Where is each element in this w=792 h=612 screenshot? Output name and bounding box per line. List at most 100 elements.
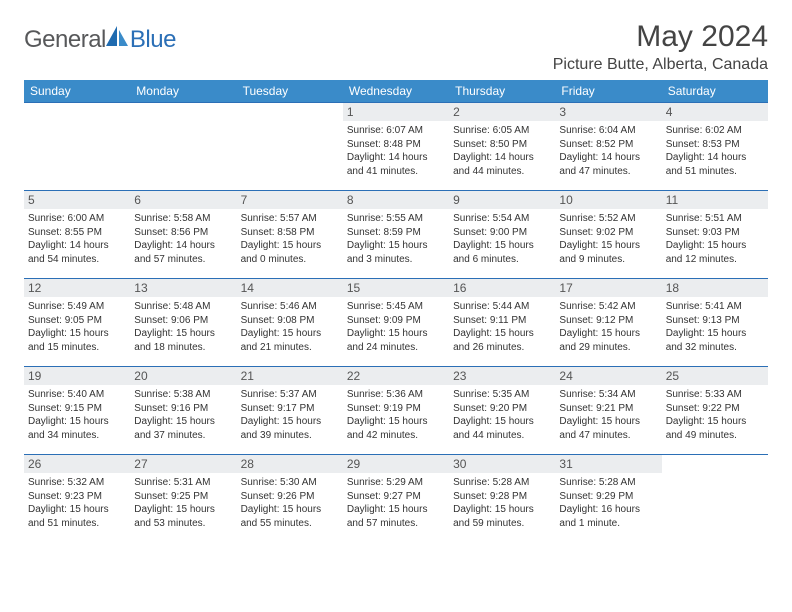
calendar-cell: 5Sunrise: 6:00 AMSunset: 8:55 PMDaylight… xyxy=(24,191,130,279)
calendar-table: SundayMondayTuesdayWednesdayThursdayFrid… xyxy=(24,80,768,543)
day-sunset: Sunset: 9:05 PM xyxy=(28,314,126,328)
day-number: 4 xyxy=(662,103,768,121)
day-number: 29 xyxy=(343,455,449,473)
day-sunset: Sunset: 9:16 PM xyxy=(134,402,232,416)
calendar-cell: 21Sunrise: 5:37 AMSunset: 9:17 PMDayligh… xyxy=(237,367,343,455)
day-daylight: Daylight: 15 hours and 3 minutes. xyxy=(347,239,445,266)
day-number: 6 xyxy=(130,191,236,209)
day-sunset: Sunset: 9:15 PM xyxy=(28,402,126,416)
day-sunrise: Sunrise: 5:32 AM xyxy=(28,476,126,490)
calendar-cell: 13Sunrise: 5:48 AMSunset: 9:06 PMDayligh… xyxy=(130,279,236,367)
day-info: Sunrise: 5:31 AMSunset: 9:25 PMDaylight:… xyxy=(134,476,232,530)
calendar-cell: 1 Sunrise: 6:07 AMSunset: 8:48 PMDaylight… xyxy=(343,103,449,191)
calendar-cell: 4Sunrise: 6:02 AMSunset: 8:53 PMDaylight… xyxy=(662,103,768,191)
brand-text-general: General xyxy=(24,26,106,54)
day-daylight: Daylight: 14 hours and 47 minutes. xyxy=(559,151,657,178)
day-number: 3 xyxy=(555,103,661,121)
day-sunset: Sunset: 8:50 PM xyxy=(453,138,551,152)
day-sunset: Sunset: 9:06 PM xyxy=(134,314,232,328)
calendar-week-row: 12Sunrise: 5:49 AMSunset: 9:05 PMDayligh… xyxy=(24,279,768,367)
day-info: Sunrise: 5:28 AMSunset: 9:28 PMDaylight:… xyxy=(453,476,551,530)
day-number: 17 xyxy=(555,279,661,297)
calendar-cell: 14 Sunrise: 5:46 AMSunset: 9:08 PMDayligh… xyxy=(237,279,343,367)
day-sunset: Sunset: 9:29 PM xyxy=(559,490,657,504)
day-info: Sunrise: 5:54 AMSunset: 9:00 PMDaylight:… xyxy=(453,212,551,266)
day-sunset: Sunset: 9:02 PM xyxy=(559,226,657,240)
day-daylight: Daylight: 15 hours and 18 minutes. xyxy=(134,327,232,354)
day-daylight: Daylight: 15 hours and 57 minutes. xyxy=(347,503,445,530)
day-sunrise: Sunrise: 5:55 AM xyxy=(347,212,445,226)
day-sunrise: Sunrise: 5:54 AM xyxy=(453,212,551,226)
day-info: Sunrise: 5:44 AMSunset: 9:11 PMDaylight:… xyxy=(453,300,551,354)
month-title: May 2024 xyxy=(553,20,768,54)
calendar-cell: 30Sunrise: 5:28 AMSunset: 9:28 PMDayligh… xyxy=(449,455,555,543)
sail-icon xyxy=(106,26,128,46)
day-sunset: Sunset: 9:09 PM xyxy=(347,314,445,328)
calendar-cell: 27Sunrise: 5:31 AMSunset: 9:25 PMDayligh… xyxy=(130,455,236,543)
day-sunrise: Sunrise: 5:33 AM xyxy=(666,388,764,402)
day-daylight: Daylight: 14 hours and 54 minutes. xyxy=(28,239,126,266)
day-daylight: Daylight: 15 hours and 29 minutes. xyxy=(559,327,657,354)
calendar-cell: 17Sunrise: 5:42 AMSunset: 9:12 PMDayligh… xyxy=(555,279,661,367)
day-daylight: Daylight: 15 hours and 0 minutes. xyxy=(241,239,339,266)
day-sunrise: Sunrise: 5:28 AM xyxy=(559,476,657,490)
location-text: Picture Butte, Alberta, Canada xyxy=(553,56,768,74)
day-info: Sunrise: 5:52 AMSunset: 9:02 PMDaylight:… xyxy=(559,212,657,266)
weekday-header: Monday xyxy=(130,80,236,103)
day-number: 26 xyxy=(24,455,130,473)
calendar-cell: 10 Sunrise: 5:52 AMSunset: 9:02 PMDayligh… xyxy=(555,191,661,279)
day-daylight: Daylight: 15 hours and 9 minutes. xyxy=(559,239,657,266)
calendar-cell: 19Sunrise: 5:40 AMSunset: 9:15 PMDayligh… xyxy=(24,367,130,455)
day-sunrise: Sunrise: 5:49 AM xyxy=(28,300,126,314)
day-sunset: Sunset: 9:19 PM xyxy=(347,402,445,416)
day-sunrise: Sunrise: 5:46 AM xyxy=(241,300,339,314)
day-number: 1 xyxy=(343,103,449,121)
day-sunset: Sunset: 8:55 PM xyxy=(28,226,126,240)
calendar-cell-empty xyxy=(130,103,236,191)
day-sunset: Sunset: 9:28 PM xyxy=(453,490,551,504)
day-sunset: Sunset: 9:22 PM xyxy=(666,402,764,416)
day-info: Sunrise: 5:49 AMSunset: 9:05 PMDaylight:… xyxy=(28,300,126,354)
brand-text-blue: Blue xyxy=(130,26,176,54)
day-sunrise: Sunrise: 5:40 AM xyxy=(28,388,126,402)
day-number: 16 xyxy=(449,279,555,297)
calendar-cell: 11Sunrise: 5:51 AMSunset: 9:03 PMDayligh… xyxy=(662,191,768,279)
day-sunrise: Sunrise: 6:02 AM xyxy=(666,124,764,138)
day-number: 28 xyxy=(237,455,343,473)
day-daylight: Daylight: 15 hours and 44 minutes. xyxy=(453,415,551,442)
day-sunrise: Sunrise: 6:00 AM xyxy=(28,212,126,226)
calendar-cell: 24Sunrise: 5:34 AMSunset: 9:21 PMDayligh… xyxy=(555,367,661,455)
calendar-week-row: 1 Sunrise: 6:07 AMSunset: 8:48 PMDaylight… xyxy=(24,103,768,191)
day-info: Sunrise: 5:41 AMSunset: 9:13 PMDaylight:… xyxy=(666,300,764,354)
calendar-cell: 16 Sunrise: 5:44 AMSunset: 9:11 PMDayligh… xyxy=(449,279,555,367)
day-daylight: Daylight: 15 hours and 6 minutes. xyxy=(453,239,551,266)
day-sunrise: Sunrise: 5:57 AM xyxy=(241,212,339,226)
day-sunrise: Sunrise: 5:58 AM xyxy=(134,212,232,226)
calendar-week-row: 19Sunrise: 5:40 AMSunset: 9:15 PMDayligh… xyxy=(24,367,768,455)
day-sunset: Sunset: 9:23 PM xyxy=(28,490,126,504)
weekday-header: Saturday xyxy=(662,80,768,103)
day-sunrise: Sunrise: 5:28 AM xyxy=(453,476,551,490)
day-daylight: Daylight: 15 hours and 37 minutes. xyxy=(134,415,232,442)
day-number: 9 xyxy=(449,191,555,209)
day-info: Sunrise: 5:33 AMSunset: 9:22 PMDaylight:… xyxy=(666,388,764,442)
day-number: 14 xyxy=(237,279,343,297)
day-info: Sunrise: 6:07 AMSunset: 8:48 PMDaylight:… xyxy=(347,124,445,178)
calendar-week-row: 26Sunrise: 5:32 AMSunset: 9:23 PMDayligh… xyxy=(24,455,768,543)
weekday-header: Tuesday xyxy=(237,80,343,103)
day-sunrise: Sunrise: 6:07 AM xyxy=(347,124,445,138)
weekday-header: Wednesday xyxy=(343,80,449,103)
day-sunset: Sunset: 9:21 PM xyxy=(559,402,657,416)
day-number: 23 xyxy=(449,367,555,385)
day-daylight: Daylight: 15 hours and 59 minutes. xyxy=(453,503,551,530)
day-sunset: Sunset: 9:20 PM xyxy=(453,402,551,416)
day-sunrise: Sunrise: 5:44 AM xyxy=(453,300,551,314)
day-info: Sunrise: 5:46 AMSunset: 9:08 PMDaylight:… xyxy=(241,300,339,354)
day-info: Sunrise: 5:37 AMSunset: 9:17 PMDaylight:… xyxy=(241,388,339,442)
day-daylight: Daylight: 15 hours and 24 minutes. xyxy=(347,327,445,354)
day-daylight: Daylight: 15 hours and 51 minutes. xyxy=(28,503,126,530)
day-number: 10 xyxy=(555,191,661,209)
day-info: Sunrise: 5:51 AMSunset: 9:03 PMDaylight:… xyxy=(666,212,764,266)
header-right: May 2024 Picture Butte, Alberta, Canada xyxy=(553,20,768,74)
day-daylight: Daylight: 14 hours and 57 minutes. xyxy=(134,239,232,266)
